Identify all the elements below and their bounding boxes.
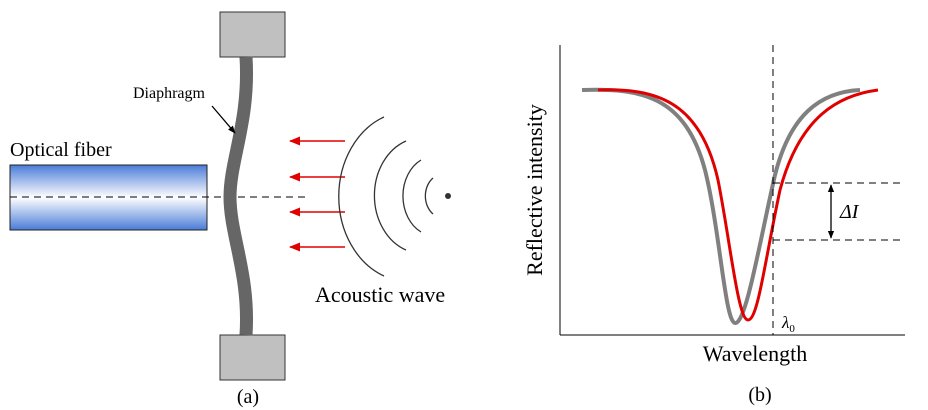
diaphragm-pointer	[212, 106, 235, 133]
diaphragm-label: Diaphragm	[133, 85, 206, 102]
wave-label: Acoustic wave	[315, 282, 445, 307]
acoustic-waves	[339, 117, 433, 276]
pressure-arrows	[290, 141, 345, 247]
fiber-label: Optical fiber	[10, 139, 112, 161]
top-mount	[220, 12, 285, 57]
bottom-mount	[220, 335, 285, 380]
sound-source	[445, 193, 451, 199]
panel-b: Reflective intensity Wavelength ΔI λ0 (b…	[522, 45, 905, 406]
y-axis-label: Reflective intensity	[522, 104, 547, 276]
lambda-symbol: λ	[781, 313, 789, 332]
caption-a: (a)	[237, 386, 259, 408]
curve-after	[598, 90, 878, 320]
lambda-subscript: 0	[789, 323, 795, 335]
delta-label: ΔI	[839, 201, 860, 223]
caption-b: (b)	[748, 384, 771, 406]
panel-a: Optical fiber Diaphragm Acoustic wave (a…	[10, 12, 451, 408]
lambda-label: λ0	[781, 313, 795, 335]
curve-before	[582, 90, 860, 323]
figure: Optical fiber Diaphragm Acoustic wave (a…	[0, 0, 928, 410]
x-axis-label: Wavelength	[703, 341, 808, 366]
diaphragm	[230, 57, 247, 335]
